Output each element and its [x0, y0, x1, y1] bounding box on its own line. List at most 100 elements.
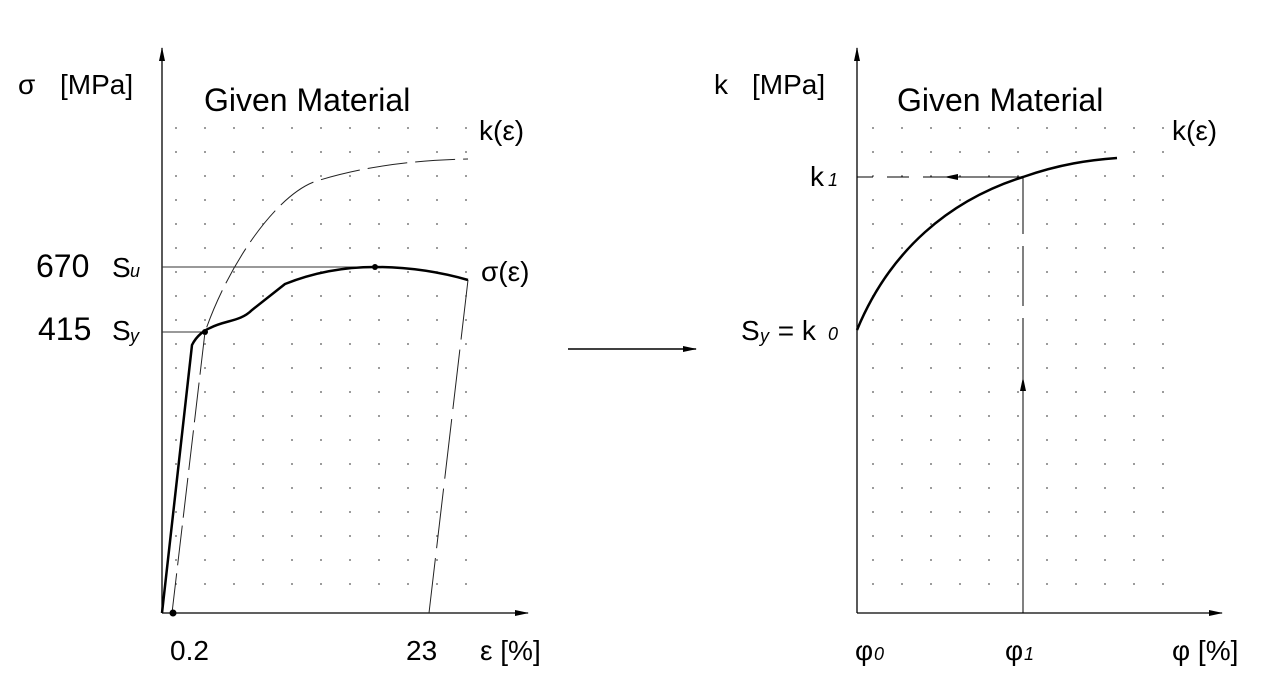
grid-dot: [872, 511, 874, 513]
grid-dot: [930, 199, 932, 201]
grid-dot: [320, 391, 322, 393]
grid-dot: [1075, 535, 1077, 537]
grid-dot: [959, 511, 961, 513]
grid-dot: [407, 151, 409, 153]
right-x-label: φ [%]: [1172, 635, 1238, 666]
grid-dot: [930, 175, 932, 177]
grid-dot: [291, 295, 293, 297]
grid-dot: [1075, 559, 1077, 561]
grid-dot: [988, 295, 990, 297]
grid-dot: [1133, 559, 1135, 561]
grid-dot: [204, 271, 206, 273]
grid-dot: [959, 295, 961, 297]
grid-dot: [204, 199, 206, 201]
grid-dot: [1046, 487, 1048, 489]
yield-point: [202, 329, 208, 335]
grid-dot: [901, 127, 903, 129]
k0-prefix: S: [741, 315, 760, 346]
grid-dot: [1046, 391, 1048, 393]
grid-dot: [1075, 175, 1077, 177]
grid-dot: [175, 439, 177, 441]
grid-dot: [349, 535, 351, 537]
k1-symbol: k: [810, 161, 825, 192]
grid-dot: [349, 247, 351, 249]
grid-dot: [1075, 487, 1077, 489]
grid-dot: [1017, 391, 1019, 393]
grid-dot: [291, 439, 293, 441]
grid-dot: [1133, 511, 1135, 513]
grid-dot: [930, 391, 932, 393]
grid-dot: [1017, 271, 1019, 273]
grid-dot: [436, 247, 438, 249]
grid-dot: [1133, 367, 1135, 369]
grid-dot: [988, 127, 990, 129]
grid-dot: [378, 151, 380, 153]
grid-dot: [175, 151, 177, 153]
grid-dot: [175, 559, 177, 561]
grid-dot: [1133, 199, 1135, 201]
grid-dot: [349, 415, 351, 417]
grid-dot: [988, 415, 990, 417]
grid-dot: [1075, 343, 1077, 345]
grid-dot: [1133, 175, 1135, 177]
grid-dot: [1104, 199, 1106, 201]
grid-dot: [1046, 559, 1048, 561]
grid-dot: [349, 271, 351, 273]
grid-dot: [930, 247, 932, 249]
grid-dot: [1017, 535, 1019, 537]
grid-dot: [1017, 367, 1019, 369]
grid-dot: [959, 319, 961, 321]
grid-dot: [872, 151, 874, 153]
grid-dot: [175, 343, 177, 345]
left-dot-grid: [175, 127, 467, 585]
grid-dot: [1162, 391, 1164, 393]
grid-dot: [407, 223, 409, 225]
grid-dot: [1075, 199, 1077, 201]
grid-dot: [233, 127, 235, 129]
grid-dot: [1017, 319, 1019, 321]
grid-dot: [465, 559, 467, 561]
phi0-subscript: 0: [874, 644, 884, 664]
grid-dot: [233, 535, 235, 537]
grid-dot: [1075, 247, 1077, 249]
grid-dot: [1162, 223, 1164, 225]
grid-dot: [1104, 175, 1106, 177]
grid-dot: [204, 559, 206, 561]
grid-dot: [1075, 319, 1077, 321]
grid-dot: [291, 271, 293, 273]
grid-dot: [959, 559, 961, 561]
grid-dot: [959, 271, 961, 273]
grid-dot: [436, 391, 438, 393]
grid-dot: [320, 439, 322, 441]
grid-dot: [175, 415, 177, 417]
grid-dot: [901, 199, 903, 201]
grid-dot: [1162, 463, 1164, 465]
grid-dot: [349, 151, 351, 153]
grid-dot: [320, 199, 322, 201]
grid-dot: [262, 175, 264, 177]
grid-dot: [872, 463, 874, 465]
grid-dot: [1075, 511, 1077, 513]
grid-dot: [320, 175, 322, 177]
grid-dot: [378, 559, 380, 561]
grid-dot: [901, 463, 903, 465]
grid-dot: [233, 151, 235, 153]
grid-dot: [320, 343, 322, 345]
grid-dot: [233, 511, 235, 513]
grid-dot: [378, 583, 380, 585]
grid-dot: [407, 415, 409, 417]
grid-dot: [320, 127, 322, 129]
grid-dot: [407, 487, 409, 489]
grid-dot: [262, 487, 264, 489]
grid-dot: [901, 415, 903, 417]
grid-dot: [959, 391, 961, 393]
grid-dot: [349, 199, 351, 201]
grid-dot: [1133, 319, 1135, 321]
grid-dot: [1104, 415, 1106, 417]
grid-dot: [262, 271, 264, 273]
grid-dot: [349, 559, 351, 561]
grid-dot: [262, 151, 264, 153]
grid-dot: [1017, 199, 1019, 201]
grid-dot: [1133, 223, 1135, 225]
grid-dot: [262, 511, 264, 513]
